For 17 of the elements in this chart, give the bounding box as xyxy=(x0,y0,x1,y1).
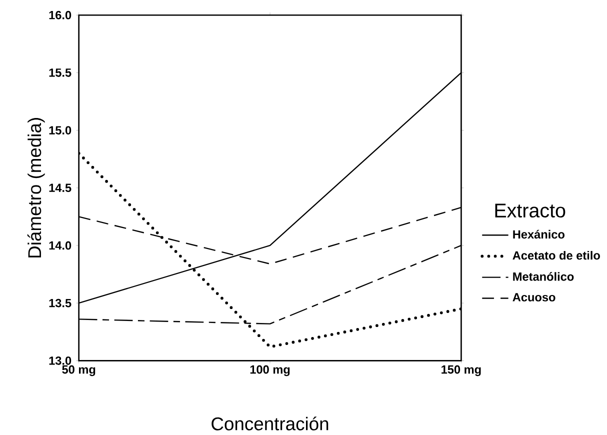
legend-label: Acuoso xyxy=(512,293,556,302)
y-tick-label: 15.5 xyxy=(49,68,72,77)
y-tick-label: 13.0 xyxy=(49,356,72,365)
legend-title: Extracto xyxy=(495,204,566,218)
legend-label: Acetato de etilo xyxy=(512,251,600,260)
x-tick-label: 150 mg xyxy=(442,365,481,376)
y-tick-label: 16.0 xyxy=(49,11,72,20)
y-tick-label: 14.0 xyxy=(49,241,72,250)
y-tick-label: 13.5 xyxy=(49,299,72,308)
x-tick-label: 50 mg xyxy=(62,365,96,376)
x-tick-label: 100 mg xyxy=(250,365,290,376)
x-axis-title: Concentración xyxy=(212,416,328,430)
y-axis-title: Diámetro (media) xyxy=(27,118,45,258)
y-tick-label: 14.5 xyxy=(49,184,72,192)
y-tick-label: 15.0 xyxy=(49,126,72,135)
legend-label: Metanólico xyxy=(513,272,574,281)
legend-label: Hexánico xyxy=(513,230,564,239)
